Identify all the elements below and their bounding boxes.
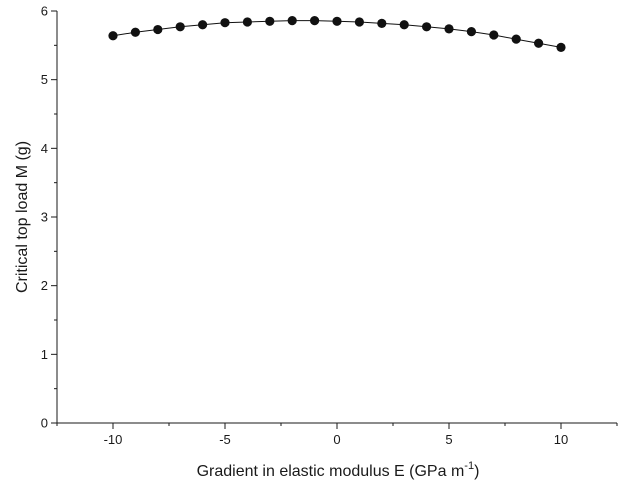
data-point bbox=[310, 16, 320, 26]
y-axis-ticks: 0 1 2 3 4 5 6 bbox=[41, 4, 57, 431]
x-tick-label: -10 bbox=[104, 432, 123, 447]
y-axis-title: Critical top load M (g) bbox=[14, 141, 31, 293]
data-point bbox=[130, 27, 140, 37]
x-tick-label: 10 bbox=[554, 432, 568, 447]
series-layer bbox=[108, 16, 566, 52]
data-point bbox=[175, 22, 185, 32]
y-tick-label: 0 bbox=[41, 416, 48, 431]
x-tick-label: -5 bbox=[219, 432, 231, 447]
data-point bbox=[153, 24, 163, 35]
y-tick-label: 4 bbox=[41, 141, 48, 156]
data-point bbox=[534, 38, 544, 48]
x-axis-title-superscript: -1 bbox=[464, 460, 474, 472]
x-tick-label: 5 bbox=[445, 432, 452, 447]
x-axis-title-tail: ) bbox=[474, 463, 479, 480]
data-point bbox=[377, 18, 387, 28]
data-point bbox=[242, 17, 252, 27]
data-point bbox=[332, 16, 342, 26]
axes bbox=[56, 11, 617, 424]
data-point bbox=[444, 24, 454, 34]
data-point bbox=[511, 34, 521, 44]
data-point bbox=[466, 27, 476, 37]
x-axis-title: Gradient in elastic modulus E (GPa m-1) bbox=[197, 460, 480, 480]
data-point bbox=[108, 31, 118, 41]
y-tick-label: 2 bbox=[41, 278, 48, 293]
y-tick-label: 5 bbox=[41, 72, 48, 87]
data-point bbox=[265, 16, 275, 26]
data-point bbox=[198, 20, 208, 30]
y-tick-label: 1 bbox=[41, 347, 48, 362]
x-tick-label: 0 bbox=[333, 432, 340, 447]
data-point bbox=[354, 17, 364, 27]
x-axis-title-main: Gradient in elastic modulus E (GPa m bbox=[197, 463, 465, 480]
x-axis-ticks: -10 -5 0 5 10 bbox=[56, 423, 618, 447]
data-point bbox=[556, 42, 566, 52]
y-tick-label: 6 bbox=[41, 4, 48, 19]
y-tick-label: 3 bbox=[41, 210, 48, 225]
data-point bbox=[287, 16, 297, 26]
data-point bbox=[489, 30, 499, 40]
data-point bbox=[399, 20, 409, 30]
data-point bbox=[220, 18, 230, 28]
data-point bbox=[422, 22, 432, 32]
